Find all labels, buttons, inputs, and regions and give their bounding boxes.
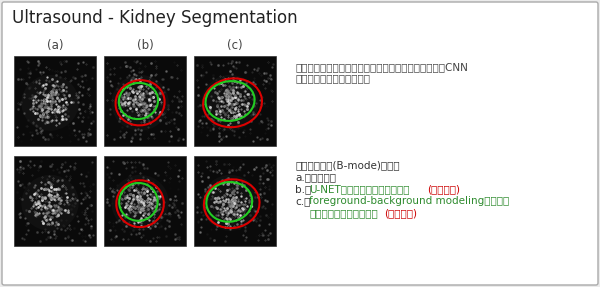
Text: 検出より難易度が高いセグメンテーションにおいてもCNN: 検出より難易度が高いセグメンテーションにおいてもCNN bbox=[295, 62, 468, 72]
FancyBboxPatch shape bbox=[194, 56, 276, 146]
Text: (正解領域): (正解領域) bbox=[384, 208, 417, 218]
Text: U-NETセグメンテーション結果: U-NETセグメンテーション結果 bbox=[309, 184, 409, 194]
FancyBboxPatch shape bbox=[14, 156, 96, 246]
Text: 腎臓の超音波(B-mode)画像：: 腎臓の超音波(B-mode)画像： bbox=[295, 160, 400, 170]
Ellipse shape bbox=[112, 175, 169, 231]
Ellipse shape bbox=[202, 175, 259, 231]
FancyBboxPatch shape bbox=[194, 156, 276, 246]
FancyBboxPatch shape bbox=[104, 156, 186, 246]
Text: (正解領域): (正解領域) bbox=[427, 184, 460, 194]
Text: (a): (a) bbox=[47, 40, 63, 53]
Text: セグメンテーション結果: セグメンテーション結果 bbox=[309, 208, 378, 218]
Ellipse shape bbox=[22, 75, 79, 131]
Text: (c): (c) bbox=[227, 40, 243, 53]
Text: の有用性は証明されている: の有用性は証明されている bbox=[295, 73, 370, 83]
FancyBboxPatch shape bbox=[14, 56, 96, 146]
Ellipse shape bbox=[22, 175, 79, 231]
Text: c.: c. bbox=[295, 196, 310, 206]
FancyBboxPatch shape bbox=[104, 56, 186, 146]
Ellipse shape bbox=[112, 75, 169, 131]
Text: (b): (b) bbox=[137, 40, 154, 53]
Text: Ultrasound - Kidney Segmentation: Ultrasound - Kidney Segmentation bbox=[12, 9, 298, 27]
Text: b.: b. bbox=[295, 184, 311, 194]
Ellipse shape bbox=[202, 75, 259, 131]
Text: a.　入力画像: a. 入力画像 bbox=[295, 172, 336, 182]
Text: foreground-background modelingを用いた: foreground-background modelingを用いた bbox=[309, 196, 509, 206]
FancyBboxPatch shape bbox=[2, 2, 598, 285]
